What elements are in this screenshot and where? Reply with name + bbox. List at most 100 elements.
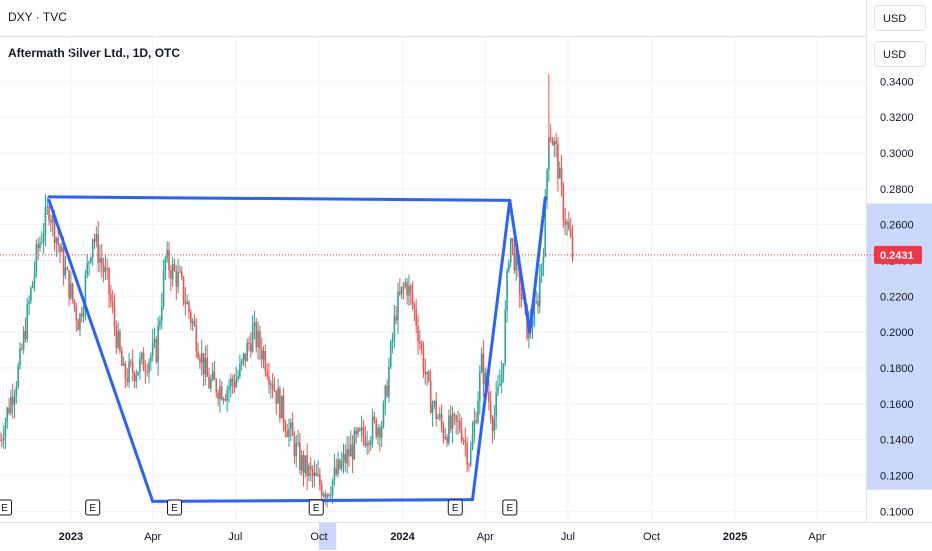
pattern-line-3 <box>471 198 512 502</box>
candle-body <box>513 242 516 271</box>
candle-body <box>70 283 72 299</box>
price-axis[interactable] <box>866 0 932 522</box>
candle-body <box>420 343 423 349</box>
candle-body <box>240 359 243 365</box>
candle-body <box>478 372 481 402</box>
candle-body <box>211 371 214 380</box>
candle-body <box>344 453 347 464</box>
candle-body <box>319 474 321 485</box>
main-legend[interactable]: Aftermath Silver Ltd., 1D, OTC <box>8 46 181 60</box>
candle-body <box>10 396 12 414</box>
candle-body <box>273 389 276 391</box>
candle-body <box>206 357 208 377</box>
candle-body <box>415 309 417 326</box>
candle-body <box>108 267 110 295</box>
candle-body <box>568 222 570 229</box>
candle-body <box>393 316 396 339</box>
price-tick-label: 0.2800 <box>880 184 914 196</box>
candle-body <box>235 379 238 387</box>
candle-body <box>90 257 92 262</box>
candle-body <box>250 343 252 352</box>
candle-body <box>170 270 172 280</box>
candle-body <box>57 237 59 245</box>
candle-body <box>457 420 459 422</box>
candle-body <box>488 391 490 402</box>
candle-body <box>384 385 387 404</box>
candle-body <box>473 420 476 435</box>
candle-body <box>435 400 437 419</box>
candle-body <box>551 140 554 146</box>
candle-body <box>518 265 521 295</box>
candle-body <box>53 214 56 243</box>
candle-body <box>268 376 270 385</box>
candle-body <box>484 372 487 385</box>
candle-body <box>446 437 448 444</box>
candle-body <box>15 387 18 396</box>
candle-body <box>202 353 205 375</box>
main-currency-button[interactable]: USD <box>874 41 926 67</box>
pattern-line-4 <box>508 198 532 334</box>
price-tick-label: 0.2200 <box>880 291 914 303</box>
candle-body <box>400 286 403 294</box>
candle-body <box>300 454 303 471</box>
pattern-line-1 <box>47 198 155 503</box>
dxy-pane[interactable]: DXY · TVC <box>0 0 866 37</box>
candle-body <box>200 353 203 363</box>
candle-body <box>489 401 492 419</box>
candle-body <box>566 222 568 225</box>
candle-body <box>475 420 477 423</box>
candle-body <box>429 381 432 414</box>
dxy-currency-button[interactable]: USD <box>874 5 926 31</box>
candle-body <box>157 325 159 362</box>
candle-body <box>448 415 450 444</box>
earnings-marker-1 <box>85 499 101 516</box>
candle-body <box>6 407 9 422</box>
candle-body <box>140 352 143 359</box>
candle-body <box>193 321 196 326</box>
time-axis[interactable] <box>0 522 932 551</box>
candle-body <box>222 398 225 400</box>
candle-body <box>315 472 318 476</box>
candle-body <box>139 358 141 372</box>
candle-body <box>37 244 39 249</box>
candle-body <box>228 386 230 391</box>
candle-body <box>424 371 427 375</box>
candle-body <box>459 420 461 430</box>
candle-body <box>369 440 372 445</box>
candle-body <box>417 325 419 342</box>
earnings-marker-0 <box>0 499 13 516</box>
candle-body <box>97 234 99 263</box>
candle-body <box>197 351 199 359</box>
candle-body <box>104 267 107 273</box>
price-tick-label: 0.1800 <box>880 363 914 375</box>
time-tick-label: Jul <box>228 531 242 543</box>
candle-body <box>175 270 178 287</box>
candle-body <box>538 276 541 307</box>
candle-body <box>549 137 552 141</box>
candle-body <box>135 375 138 382</box>
dxy-legend[interactable]: DXY · TVC <box>8 10 67 24</box>
candle-body <box>11 396 14 405</box>
candle-body <box>50 220 52 223</box>
candle-body <box>173 264 176 271</box>
candle-body <box>362 427 365 437</box>
candle-body <box>1 439 3 441</box>
candle-body <box>413 304 416 310</box>
candle-body <box>351 444 354 460</box>
candle-body <box>186 302 188 304</box>
candle-body <box>17 366 19 388</box>
candle-body <box>502 363 505 375</box>
candle-body <box>355 430 358 435</box>
candle-body <box>395 316 397 321</box>
earnings-marker-4 <box>447 499 463 516</box>
candle-body <box>388 366 390 397</box>
candle-body <box>269 383 272 385</box>
candle-body <box>119 331 121 351</box>
earnings-marker-2 <box>166 499 182 516</box>
candle-body <box>404 282 407 287</box>
candle-body <box>337 459 339 475</box>
candle-body <box>62 246 65 276</box>
candle-body <box>22 330 25 350</box>
candle-body <box>64 268 67 276</box>
candle-body <box>84 274 87 308</box>
